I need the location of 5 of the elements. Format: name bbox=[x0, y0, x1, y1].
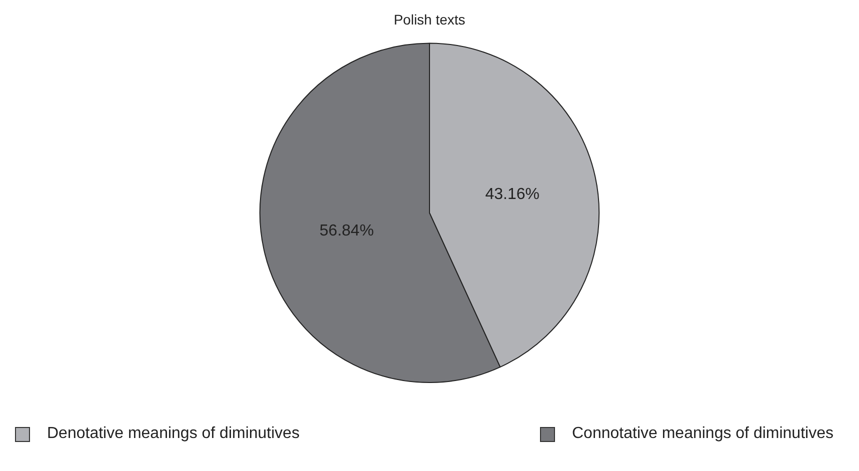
legend-label: Denotative meanings of diminutives bbox=[47, 425, 300, 443]
data-label: 43.16% bbox=[485, 186, 540, 204]
data-label: 56.84% bbox=[320, 222, 374, 240]
legend-label: Connotative meanings of diminutives bbox=[572, 425, 834, 443]
chart-title: Polish texts bbox=[394, 11, 466, 28]
